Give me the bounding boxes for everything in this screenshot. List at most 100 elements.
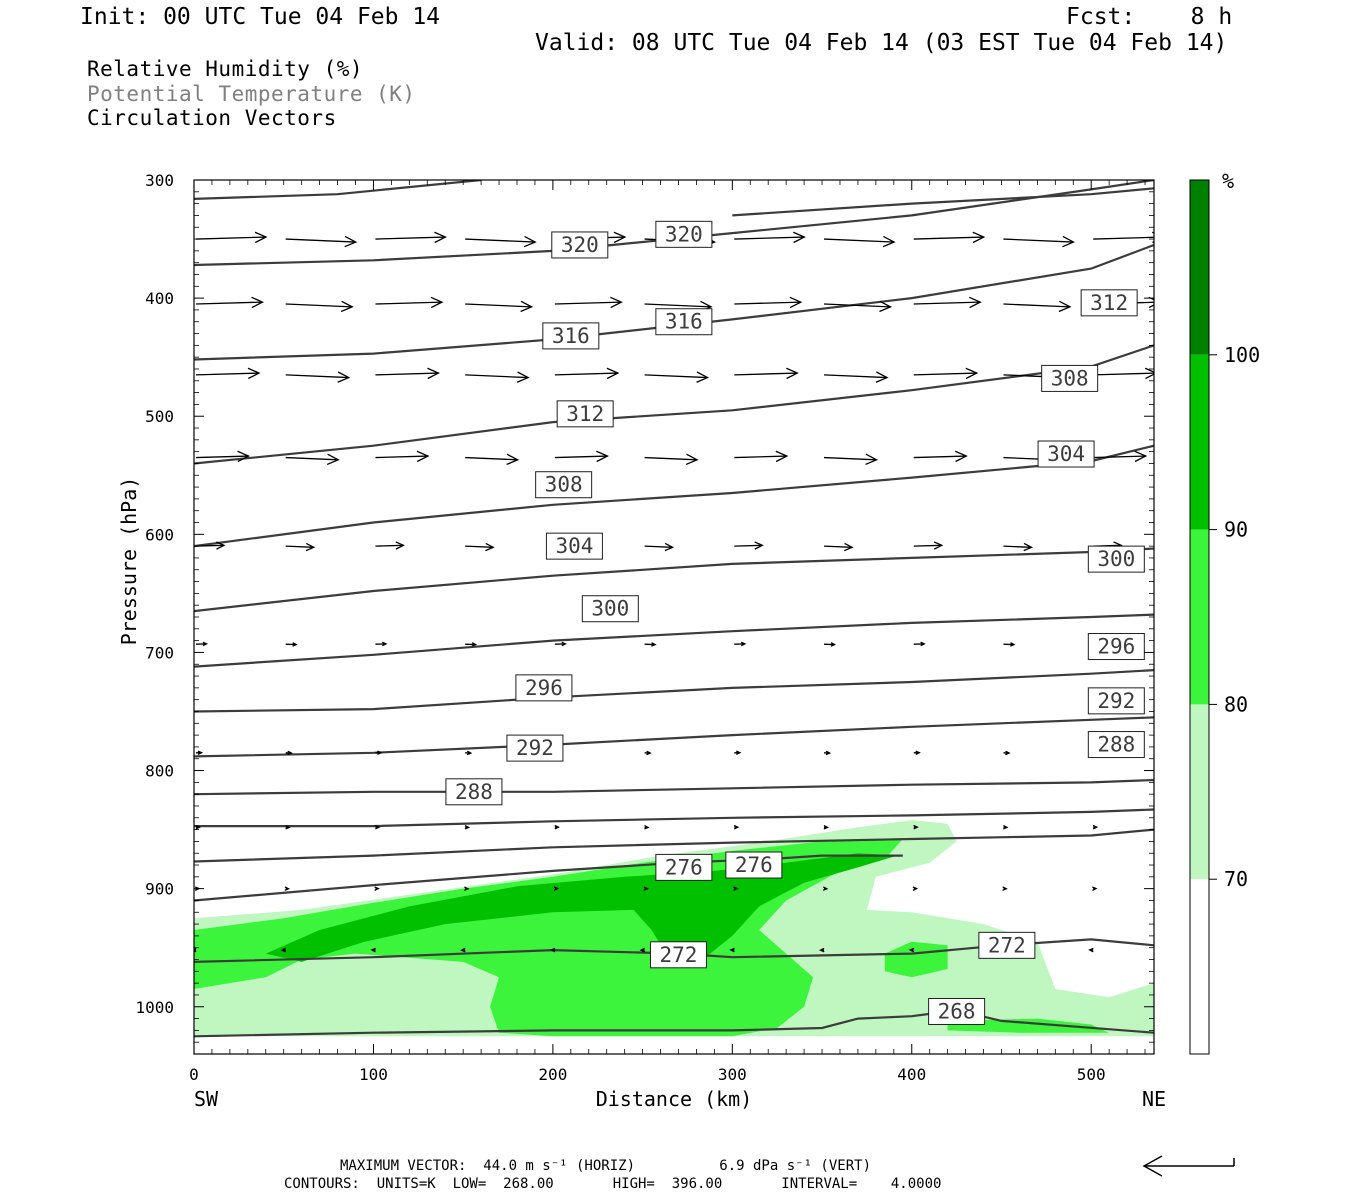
contour-label-text: 272 [988, 933, 1026, 957]
vector-shaft [644, 303, 712, 308]
contour-label-box [1087, 545, 1145, 573]
vector-6-9 [1003, 750, 1011, 756]
contour-label-text: 272 [660, 943, 698, 967]
contour-label-text: 304 [1047, 442, 1085, 466]
legend-rh: Relative Humidity (%) [87, 57, 364, 81]
contour-label-17: 288 [445, 778, 503, 806]
contour-label-6: 312 [556, 400, 614, 428]
vector-head [280, 947, 287, 953]
x-tick-label: 300 [718, 1065, 747, 1084]
vector-0-8 [913, 231, 986, 244]
vector-shaft [913, 301, 981, 305]
vector-2-7 [824, 371, 889, 383]
vector-5-7 [824, 642, 837, 647]
vector-shaft [913, 372, 977, 376]
vector-3-6 [734, 450, 789, 463]
vector-head [651, 642, 657, 647]
x-tick-label: 200 [538, 1065, 567, 1084]
footer-contours: CONTOURS: UNITS=K LOW= 268.00 HIGH= 396.… [284, 1176, 942, 1192]
vector-shaft [285, 238, 356, 243]
vector-shaft [734, 455, 787, 459]
vector-shaft [195, 236, 267, 240]
vector-6-7 [824, 750, 832, 756]
vector-0-0 [195, 231, 268, 244]
isentrope-288-5 [194, 778, 1154, 796]
vector-head [1134, 450, 1148, 463]
contour-label-2: 316 [542, 322, 600, 350]
vector-2-4 [554, 367, 620, 380]
isentrope-308-11 [194, 344, 1154, 465]
vector-head [775, 450, 789, 463]
vector-head [561, 641, 567, 647]
vector-9-4 [549, 947, 556, 953]
vector-head [913, 824, 919, 830]
vector-head [285, 824, 291, 830]
vector-6-2 [375, 750, 383, 756]
colorbar-label: 80 [1224, 692, 1248, 716]
vector-head [202, 641, 209, 647]
vector-head [197, 750, 204, 756]
contour-label-15: 292 [506, 734, 564, 762]
vector-1-4 [554, 296, 623, 309]
vector-0-9 [1003, 235, 1075, 248]
contour-label-5: 308 [1041, 364, 1099, 392]
vector-8-2 [374, 886, 380, 891]
contour-label-3: 316 [655, 308, 713, 336]
vector-shaft [285, 456, 339, 461]
vector-shaft [465, 456, 518, 461]
vector-5-1 [285, 642, 298, 647]
colorbar-unit: % [1222, 169, 1234, 193]
vector-head [920, 641, 926, 647]
vector-4-3 [465, 542, 495, 552]
vector-4-5 [644, 542, 675, 552]
vector-head [729, 947, 735, 953]
vector-6-1 [285, 750, 293, 756]
vector-shaft [824, 456, 877, 461]
colorbar-label: 90 [1224, 518, 1248, 542]
rh-region-80-4 [947, 1018, 1110, 1033]
vector-9-5 [639, 947, 646, 953]
vector-head [305, 542, 316, 552]
vector-8-1 [284, 886, 291, 891]
x-axis-label: Distance (km) [596, 1087, 753, 1111]
vector-0-2 [375, 231, 447, 244]
vector-head [284, 886, 291, 891]
vector-head [879, 300, 893, 313]
contour-label-19: 276 [725, 851, 783, 879]
vector-head [908, 947, 915, 953]
vector-head [646, 750, 652, 756]
vector-7-9 [1003, 824, 1009, 830]
vector-head [915, 750, 921, 756]
vector-head [1023, 542, 1033, 552]
vector-head [434, 231, 447, 244]
vector-shaft [1003, 303, 1071, 308]
vector-3-5 [644, 453, 699, 466]
contour-label-text: 300 [1097, 547, 1135, 571]
contour-label-box [655, 853, 713, 881]
vector-head [251, 296, 265, 309]
contour-label-box [542, 322, 600, 350]
vector-shaft [824, 545, 853, 548]
vector-2-3 [465, 371, 530, 383]
contour-label-text: 268 [938, 999, 976, 1023]
vector-shaft [1093, 455, 1146, 459]
vector-head [340, 300, 354, 313]
vector-shaft [554, 372, 618, 376]
vector-1-1 [285, 300, 354, 313]
vector-head [696, 371, 710, 383]
x-end-label-right: NE [1142, 1087, 1166, 1111]
vector-head [337, 371, 351, 383]
y-tick-label: 400 [145, 289, 174, 308]
max-vector-arrow [1142, 1155, 1235, 1177]
vector-head [733, 824, 740, 830]
vector-7-8 [913, 824, 919, 830]
vector-9-7 [819, 947, 825, 953]
vector-4-7 [824, 542, 854, 552]
contour-label-box [551, 231, 609, 259]
vector-3-1 [285, 453, 340, 466]
contour-label-box [725, 851, 783, 879]
vector-shaft [465, 303, 532, 308]
isentrope-300-9 [194, 547, 1154, 613]
contour-label-22: 268 [928, 997, 986, 1025]
contour-label-text: 320 [665, 222, 703, 246]
